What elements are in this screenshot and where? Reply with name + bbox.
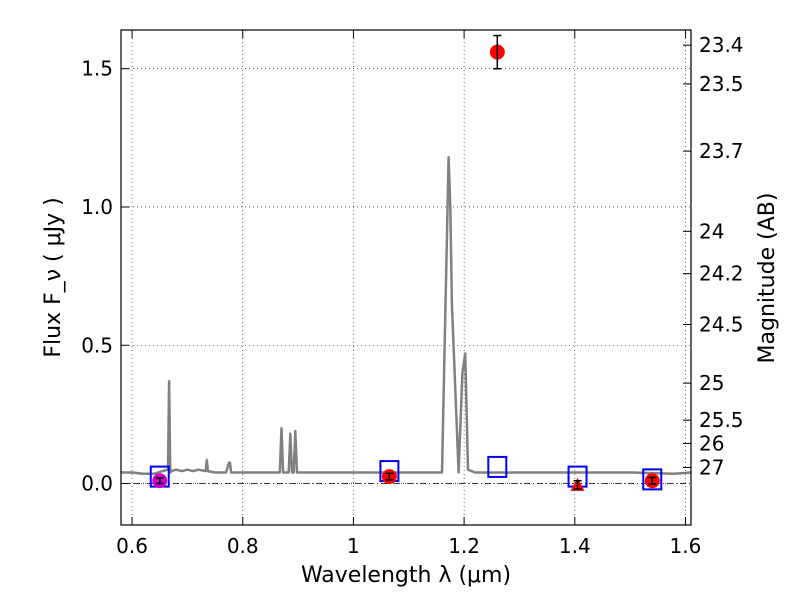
y2-tick-label: 26 bbox=[699, 431, 724, 455]
y-tick-label: 0.0 bbox=[81, 472, 113, 496]
plot-area bbox=[121, 34, 691, 491]
model-spectrum-line bbox=[121, 155, 691, 476]
y-tick-label: 1.5 bbox=[81, 57, 113, 81]
ticks: 0.6 0.8 1 1.2 1.4 1.6 0.0 0.5 1.0 1.5 23.4 23.5 23.7… bbox=[81, 30, 744, 558]
x-tick-label: 0.8 bbox=[227, 534, 259, 558]
y2-tick-label: 25.5 bbox=[699, 408, 744, 432]
y2-axis-label: Magnitude (AB) bbox=[755, 193, 780, 364]
y2-tick-label: 24 bbox=[699, 219, 724, 243]
y-axis-label: Flux F_ν ( μJy ) bbox=[41, 197, 66, 357]
y2-tick-label: 24.2 bbox=[699, 262, 744, 286]
x-tick-label: 1.6 bbox=[670, 534, 702, 558]
y2-tick-label: 23.5 bbox=[699, 72, 744, 96]
y2-tick-label: 23.7 bbox=[699, 139, 744, 163]
y-tick-label: 0.5 bbox=[81, 333, 113, 357]
model-band-square bbox=[642, 468, 663, 491]
series-group bbox=[121, 34, 691, 491]
plot-frame bbox=[120, 29, 692, 526]
grid bbox=[121, 30, 691, 525]
y-tick-label: 1.0 bbox=[81, 195, 113, 219]
x-axis-label: Wavelength λ (μm) bbox=[301, 563, 511, 588]
x-tick-label: 1.4 bbox=[559, 534, 591, 558]
y2-tick-label: 25 bbox=[699, 371, 724, 395]
y2-tick-label: 27 bbox=[699, 455, 724, 479]
model-band-square bbox=[487, 455, 508, 478]
x-tick-label: 1.2 bbox=[448, 534, 480, 558]
x-tick-label: 0.6 bbox=[116, 534, 148, 558]
y2-tick-label: 24.5 bbox=[699, 313, 744, 337]
x-tick-label: 1 bbox=[347, 534, 360, 558]
y2-tick-label: 23.4 bbox=[699, 33, 744, 57]
